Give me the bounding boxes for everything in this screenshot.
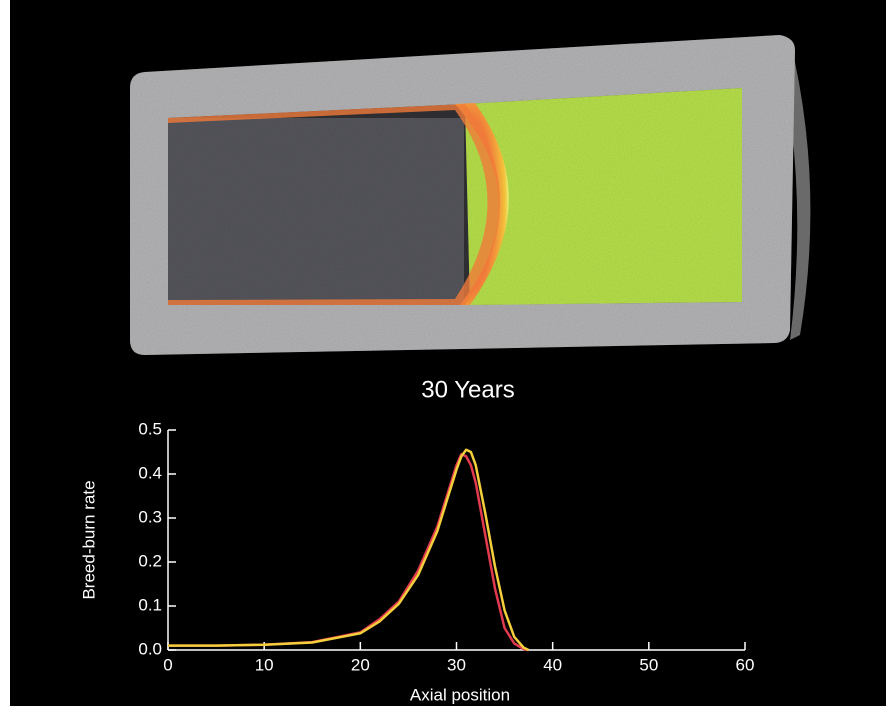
x-tick-label: 10 — [255, 655, 274, 674]
x-tick-label: 60 — [736, 655, 755, 674]
x-tick-label: 0 — [163, 655, 172, 674]
burned-fuel — [168, 118, 464, 305]
y-axis-label: Breed-burn rate — [79, 480, 98, 599]
burn-edge — [168, 104, 500, 305]
x-tick-label: 30 — [447, 655, 466, 674]
y-tick-label: 0.5 — [138, 419, 162, 438]
slab-side — [775, 35, 811, 340]
x-axis-label: Axial position — [410, 685, 510, 704]
y-tick-label: 0.0 — [138, 639, 162, 658]
x-tick-label: 20 — [351, 655, 370, 674]
fresh-fuel — [465, 88, 742, 305]
render — [130, 35, 811, 355]
y-tick-label: 0.4 — [138, 463, 162, 482]
y-tick-label: 0.3 — [138, 507, 162, 526]
series-line — [168, 448, 530, 652]
x-tick-label: 50 — [639, 655, 658, 674]
y-tick-label: 0.1 — [138, 595, 162, 614]
burn-front — [455, 103, 509, 305]
caption: 30 Years — [421, 376, 514, 403]
x-tick-label: 40 — [543, 655, 562, 674]
y-tick-label: 0.2 — [138, 551, 162, 570]
